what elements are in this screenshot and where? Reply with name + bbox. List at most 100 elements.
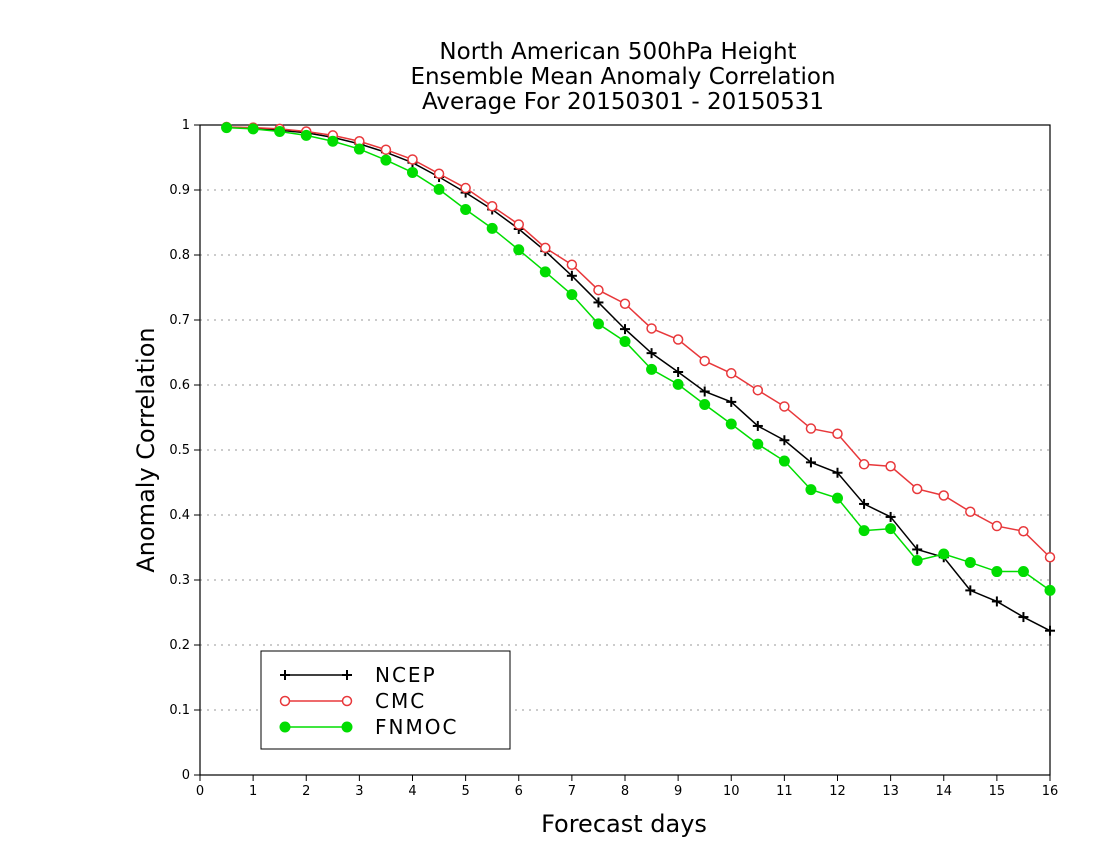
x-axis: 0 1 2 3 4 5 6 7 8 9 10 11 12 13 14 15 16 bbox=[196, 775, 1058, 799]
y-tick-label-3: 0.3 bbox=[169, 573, 190, 588]
point-fnmoc-21 bbox=[778, 455, 790, 467]
series-cmc bbox=[221, 121, 1056, 563]
x-axis-label: Forecast days bbox=[541, 810, 707, 838]
point-fnmoc-23 bbox=[832, 492, 843, 504]
point-cmc-24 bbox=[858, 459, 870, 470]
point-fnmoc-9 bbox=[460, 204, 472, 215]
x-tick-label-4: 4 bbox=[408, 784, 416, 799]
point-cmc-12 bbox=[540, 242, 551, 254]
x-tick-label-6: 6 bbox=[515, 784, 523, 799]
point-cmc-22 bbox=[805, 423, 817, 434]
x-tick-label-15: 15 bbox=[989, 784, 1006, 799]
point-cmc-15 bbox=[619, 298, 631, 309]
point-cmc-21 bbox=[779, 401, 790, 412]
chart-title-line-2: Ensemble Mean Anomaly Correlation bbox=[410, 64, 835, 90]
x-tick-label-3: 3 bbox=[355, 784, 363, 799]
point-cmc-23 bbox=[832, 428, 843, 439]
point-fnmoc-14 bbox=[592, 318, 604, 330]
point-cmc-29 bbox=[991, 520, 1003, 532]
point-cmc-11 bbox=[513, 219, 524, 230]
point-ncep-29 bbox=[991, 596, 1002, 607]
point-cmc-18 bbox=[699, 355, 710, 367]
y-axis: 0 0.1 0.2 0.3 0.4 0.5 0.6 0.7 0.8 0.9 1 bbox=[169, 118, 200, 783]
y-tick-label-6: 0.6 bbox=[169, 378, 190, 393]
point-fnmoc-16 bbox=[646, 363, 658, 375]
series-layer bbox=[221, 121, 1056, 636]
point-cmc-19 bbox=[726, 368, 737, 379]
point-fnmoc-12 bbox=[539, 266, 551, 278]
point-fnmoc-18 bbox=[699, 399, 711, 410]
point-cmc-7 bbox=[407, 154, 418, 165]
y-axis-label: Anomaly Correlation bbox=[132, 327, 160, 572]
point-ncep-13 bbox=[566, 270, 577, 281]
point-fnmoc-10 bbox=[486, 222, 498, 234]
legend-marker-end-ncep bbox=[342, 670, 352, 680]
point-ncep-26 bbox=[912, 544, 923, 555]
series-line-fnmoc bbox=[226, 126, 1051, 592]
legend-entry-cmc: CMC bbox=[279, 689, 424, 713]
y-tick-label-9: 0.9 bbox=[169, 183, 190, 198]
point-ncep-19 bbox=[726, 396, 737, 407]
x-tick-label-10: 10 bbox=[723, 784, 740, 799]
x-tick-label-12: 12 bbox=[829, 784, 846, 799]
x-tick-label-9: 9 bbox=[674, 784, 682, 799]
x-tick-label-14: 14 bbox=[935, 784, 952, 799]
point-fnmoc-5 bbox=[353, 143, 365, 155]
point-fnmoc-20 bbox=[752, 438, 764, 450]
point-ncep-20 bbox=[752, 420, 763, 431]
point-cmc-10 bbox=[486, 201, 498, 212]
point-ncep-15 bbox=[620, 324, 630, 335]
point-cmc-16 bbox=[646, 323, 657, 334]
point-cmc-25 bbox=[885, 461, 896, 472]
point-fnmoc-6 bbox=[380, 154, 392, 166]
point-ncep-30 bbox=[1018, 612, 1029, 623]
point-cmc-13 bbox=[566, 259, 578, 270]
point-fnmoc-29 bbox=[991, 566, 1003, 578]
y-tick-label-7: 0.7 bbox=[169, 313, 190, 328]
legend-entry-ncep: NCEP bbox=[280, 663, 437, 687]
point-fnmoc-13 bbox=[566, 289, 578, 301]
chart-title: North American 500hPa Height Ensemble Me… bbox=[410, 39, 835, 115]
point-cmc-14 bbox=[593, 284, 604, 296]
legend-entry-fnmoc: FNMOC bbox=[279, 715, 458, 739]
x-tick-label-2: 2 bbox=[302, 784, 310, 799]
x-tick-label-1: 1 bbox=[249, 784, 257, 799]
point-ncep-24 bbox=[859, 498, 870, 509]
y-tick-label-8: 0.8 bbox=[169, 248, 190, 263]
x-tick-label-16: 16 bbox=[1042, 784, 1059, 799]
point-cmc-9 bbox=[460, 182, 471, 194]
x-tick-label-11: 11 bbox=[776, 784, 793, 799]
point-cmc-6 bbox=[380, 144, 392, 155]
point-fnmoc-19 bbox=[725, 418, 737, 430]
point-fnmoc-3 bbox=[300, 129, 312, 141]
legend-marker-start-fnmoc bbox=[279, 721, 291, 733]
y-tick-label-10: 1 bbox=[182, 118, 190, 133]
y-tick-label-2: 0.2 bbox=[169, 638, 190, 653]
point-cmc-26 bbox=[911, 483, 923, 495]
legend-marker-end-fnmoc bbox=[341, 721, 353, 733]
point-ncep-18 bbox=[699, 386, 710, 397]
x-tick-label-7: 7 bbox=[568, 784, 576, 799]
point-fnmoc-7 bbox=[407, 166, 418, 178]
y-tick-label-1: 0.1 bbox=[169, 703, 190, 718]
point-cmc-30 bbox=[1018, 526, 1029, 537]
point-fnmoc-4 bbox=[327, 135, 339, 147]
point-fnmoc-8 bbox=[433, 183, 445, 195]
point-ncep-14 bbox=[593, 297, 604, 308]
chart-title-line-3: Average For 20150301 - 20150531 bbox=[422, 89, 824, 115]
legend-label-fnmoc: FNMOC bbox=[375, 715, 458, 739]
point-fnmoc-22 bbox=[805, 484, 817, 496]
x-tick-label-13: 13 bbox=[882, 784, 899, 799]
point-fnmoc-11 bbox=[513, 244, 525, 256]
y-tick-label-4: 0.4 bbox=[169, 508, 190, 523]
y-tick-label-5: 0.5 bbox=[169, 443, 190, 458]
point-fnmoc-15 bbox=[619, 335, 631, 347]
point-ncep-22 bbox=[805, 457, 816, 468]
chart-title-line-1: North American 500hPa Height bbox=[439, 39, 796, 65]
legend-marker-start-ncep bbox=[280, 670, 290, 680]
legend-marker-start-cmc bbox=[279, 695, 291, 707]
point-ncep-16 bbox=[646, 348, 657, 359]
legend-label-ncep: NCEP bbox=[375, 663, 437, 687]
